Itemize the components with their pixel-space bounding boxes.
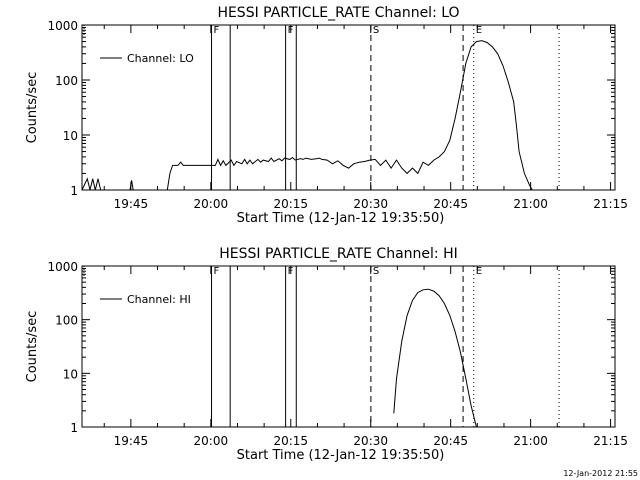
x-tick-label: 20:30 bbox=[353, 197, 388, 211]
x-tick-label: 20:45 bbox=[433, 434, 468, 448]
x-tick-label: 21:00 bbox=[513, 434, 548, 448]
x-tick-label: 21:00 bbox=[513, 197, 548, 211]
legend-label: Channel: HI bbox=[127, 293, 191, 306]
x-tick-label: 20:45 bbox=[433, 197, 468, 211]
y-axis-label: Counts/sec bbox=[25, 311, 40, 383]
plot-frame bbox=[81, 265, 616, 428]
marker-label: F bbox=[288, 25, 294, 36]
y-tick-label: 10 bbox=[63, 367, 78, 381]
x-tick-label: 21:15 bbox=[593, 434, 628, 448]
panel-hi: HESSI PARTICLE_RATE Channel: HI 1 10 100 100… bbox=[25, 246, 628, 463]
y-tick-label: 100 bbox=[55, 314, 78, 328]
x-axis-label: Start Time (12-Jan-12 19:35:50) bbox=[237, 211, 445, 226]
series-line bbox=[81, 40, 533, 191]
marker-label: E bbox=[476, 266, 482, 277]
x-tick-label: 19:45 bbox=[114, 197, 149, 211]
chart-title: HESSI PARTICLE_RATE Channel: LO bbox=[217, 5, 459, 21]
x-tick-label: 20:00 bbox=[194, 434, 229, 448]
y-tick-label: 1000 bbox=[47, 260, 78, 274]
series-line bbox=[393, 288, 477, 428]
x-tick-label: 20:15 bbox=[273, 197, 308, 211]
footer-timestamp: 12-Jan-2012 21:55 bbox=[563, 469, 638, 478]
y-axis-label: Counts/sec bbox=[25, 72, 40, 144]
panel-lo: HESSI PARTICLE_RATE Channel: LO 1 10 100 100… bbox=[25, 5, 628, 226]
marker-label: F bbox=[214, 266, 220, 277]
y-tick-label: 1 bbox=[70, 421, 78, 435]
marker-label: F bbox=[214, 25, 220, 36]
marker-label: F bbox=[288, 266, 294, 277]
x-tick-label: 21:15 bbox=[593, 197, 628, 211]
marker-label: S bbox=[373, 25, 379, 36]
chart-title: HESSI PARTICLE_RATE Channel: HI bbox=[219, 246, 457, 262]
x-tick-label: 20:00 bbox=[194, 197, 229, 211]
plot-frame bbox=[81, 24, 616, 191]
y-tick-label: 10 bbox=[63, 129, 78, 143]
marker-label: S bbox=[373, 266, 379, 277]
marker-label: E bbox=[476, 25, 482, 36]
legend-label: Channel: LO bbox=[127, 52, 194, 65]
x-axis-label: Start Time (12-Jan-12 19:35:50) bbox=[237, 448, 445, 463]
y-tick-label: 1 bbox=[70, 184, 78, 198]
x-tick-label: 19:45 bbox=[114, 434, 149, 448]
x-tick-label: 20:15 bbox=[273, 434, 308, 448]
y-tick-label: 1000 bbox=[47, 19, 78, 33]
y-tick-label: 100 bbox=[55, 74, 78, 88]
x-tick-label: 20:30 bbox=[353, 434, 388, 448]
